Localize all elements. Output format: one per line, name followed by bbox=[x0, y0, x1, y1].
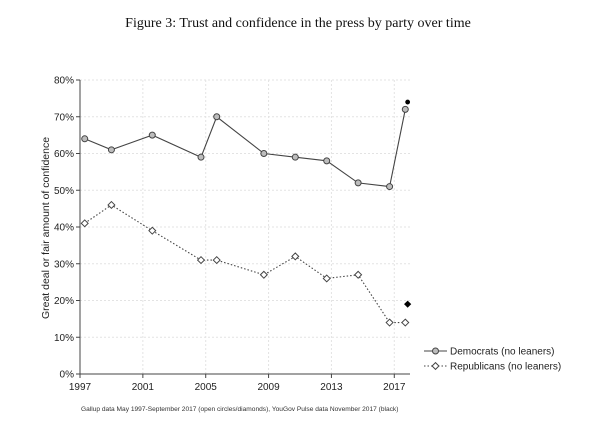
y-tick-label: 80% bbox=[54, 76, 74, 87]
y-tick-label: 70% bbox=[54, 112, 74, 123]
legend-marker-democrats bbox=[432, 347, 439, 355]
data-point-republicans bbox=[259, 270, 268, 279]
y-tick-label: 50% bbox=[54, 186, 74, 197]
data-point-democrats bbox=[260, 150, 268, 157]
legend-marker-republicans bbox=[431, 361, 440, 371]
data-point-republicans bbox=[80, 219, 89, 228]
data-point-democrats bbox=[107, 146, 115, 154]
data-point-democrats bbox=[291, 153, 299, 161]
x-tick-label: 2001 bbox=[132, 382, 155, 393]
yougov-point-democrats bbox=[405, 99, 411, 105]
extra-points bbox=[404, 99, 412, 308]
x-tick-label: 2013 bbox=[320, 382, 343, 393]
axes: 0% 10% 20% 30% 40% 50% 60% 70% 80% 1997 2001 2005 20… bbox=[54, 76, 410, 393]
data-point-republicans bbox=[196, 255, 206, 265]
data-point-republicans bbox=[354, 270, 363, 279]
legend-label-republicans: Republicans (no leaners) bbox=[450, 362, 561, 373]
data-point-democrats bbox=[354, 179, 362, 187]
yougov-point-republicans bbox=[404, 300, 412, 308]
data-point-republicans bbox=[385, 318, 394, 327]
data-point-democrats bbox=[81, 135, 89, 143]
series-line-democrats bbox=[84, 109, 406, 188]
x-tick-label: 2017 bbox=[383, 382, 406, 393]
y-tick-label: 30% bbox=[54, 259, 74, 270]
data-point-democrats bbox=[323, 157, 331, 165]
data-point-republicans bbox=[401, 318, 410, 327]
data-point-republicans bbox=[148, 226, 157, 235]
data-point-republicans bbox=[291, 252, 300, 261]
data-point-republicans bbox=[322, 274, 331, 283]
legend: Democrats (no leaners) Republicans (no l… bbox=[424, 347, 561, 373]
data-point-democrats bbox=[148, 131, 156, 139]
y-tick-label: 0% bbox=[60, 370, 75, 381]
x-tick-label: 1997 bbox=[69, 382, 92, 393]
legend-label-democrats: Democrats (no leaners) bbox=[450, 347, 554, 358]
y-axis-label: Great deal or fair amount of confidence bbox=[40, 137, 52, 319]
x-tick-label: 2005 bbox=[195, 382, 218, 393]
chart-title: Figure 3: Trust and confidence in the pr… bbox=[125, 16, 471, 31]
data-point-republicans bbox=[212, 255, 221, 265]
data-point-democrats bbox=[197, 153, 205, 161]
data-point-democrats bbox=[401, 105, 409, 113]
y-tick-label: 10% bbox=[54, 333, 74, 344]
source-note: Gallup data May 1997-September 2017 (ope… bbox=[81, 406, 398, 413]
series bbox=[80, 105, 410, 327]
y-tick-label: 60% bbox=[54, 149, 74, 160]
data-point-republicans bbox=[107, 200, 116, 210]
data-point-democrats bbox=[213, 113, 221, 121]
data-point-democrats bbox=[386, 183, 394, 191]
y-tick-label: 40% bbox=[54, 223, 74, 234]
y-tick-label: 20% bbox=[54, 296, 74, 307]
grid bbox=[79, 79, 410, 374]
x-tick-label: 2009 bbox=[257, 382, 280, 393]
